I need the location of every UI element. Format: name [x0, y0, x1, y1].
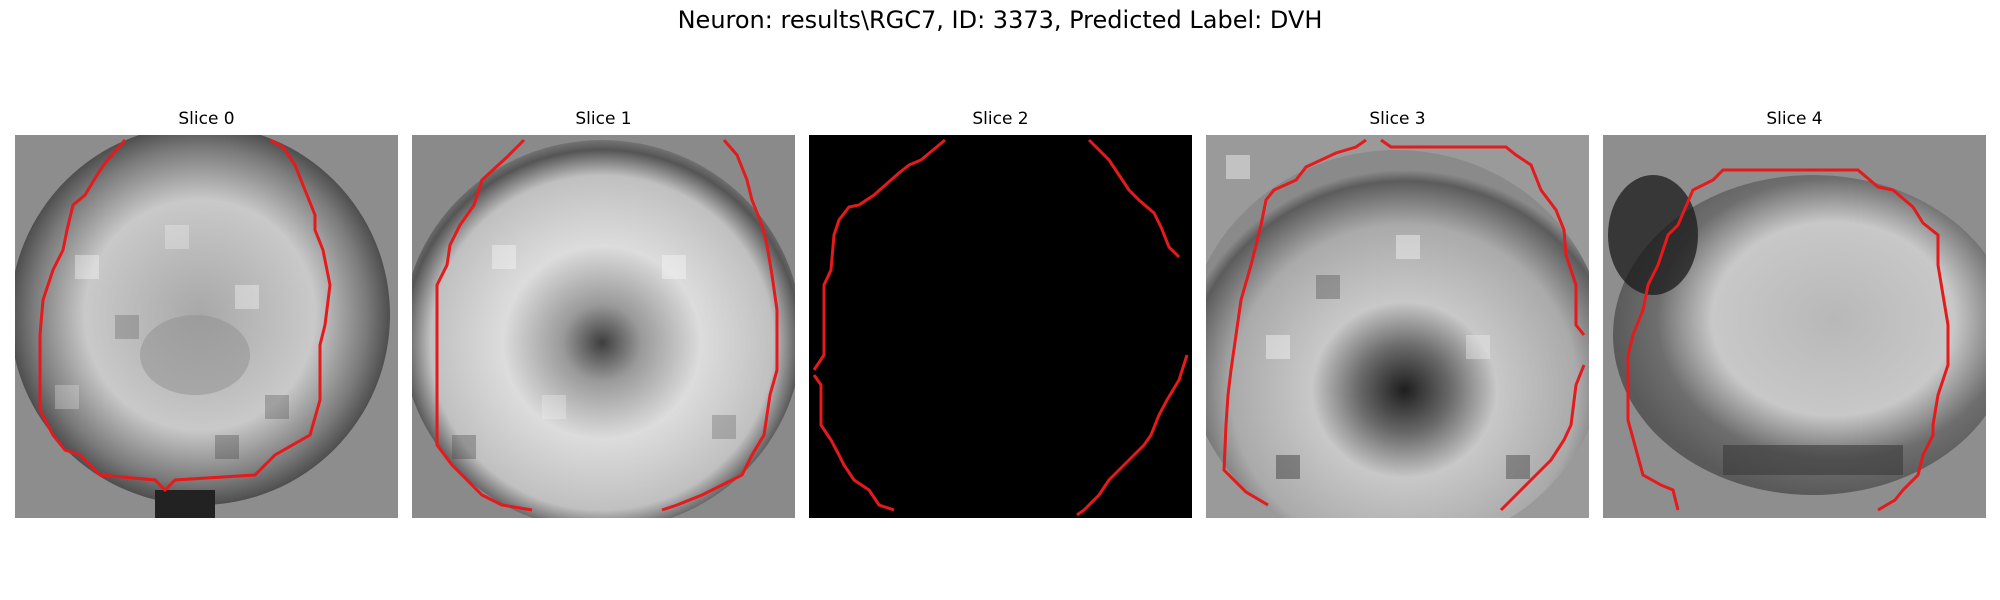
slice-panel-3: Slice 3: [1206, 108, 1589, 518]
contour-line-1: [435, 138, 533, 512]
slice-title-0: Slice 0: [178, 109, 235, 129]
slice-title-2: Slice 2: [972, 109, 1029, 129]
slice-panel-0: Slice 0: [15, 108, 398, 518]
pixel-texture: [55, 225, 289, 459]
contour-line-3: [1222, 138, 1367, 507]
contour-line-4: [1626, 168, 1950, 512]
contour-line-2: [812, 138, 946, 371]
slice-title-4: Slice 4: [1766, 109, 1823, 129]
slice-image-4: [1603, 135, 1986, 518]
slice-image-0: [15, 135, 398, 518]
slice-panel-2: Slice 2: [809, 108, 1192, 518]
slice-title-1: Slice 1: [575, 109, 632, 129]
slice-image-1: [412, 135, 795, 518]
slice-image-3: [1206, 135, 1589, 518]
slice-image-2: [809, 135, 1192, 518]
slice-panel-1: Slice 1: [412, 108, 795, 518]
contour-line-0: [38, 138, 332, 493]
slice-title-3: Slice 3: [1369, 109, 1426, 129]
figure-title: Neuron: results\RGC7, ID: 3373, Predicte…: [677, 6, 1323, 34]
slice-panel-4: Slice 4: [1603, 108, 1986, 518]
